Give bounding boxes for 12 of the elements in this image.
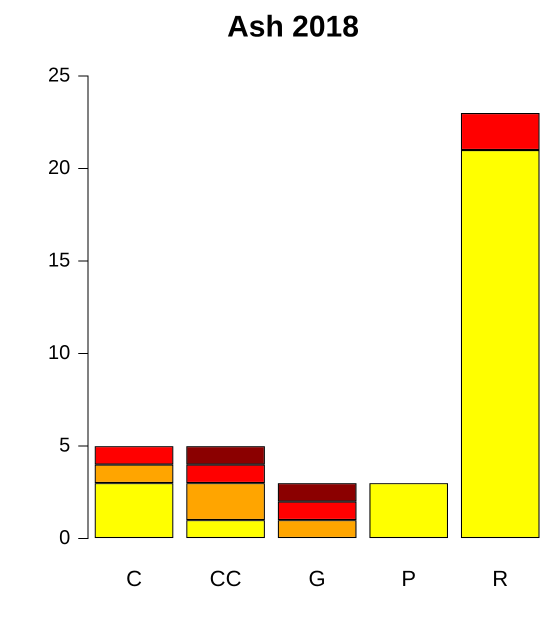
- y-tick-label: 20: [48, 157, 70, 180]
- x-tick-label: R: [492, 566, 508, 591]
- y-tick-label: 10: [48, 342, 70, 364]
- chart-title: Ash 2018: [227, 10, 359, 44]
- y-tick-label: 5: [59, 434, 70, 457]
- x-tick-label: G: [308, 566, 326, 591]
- x-tick-label: C: [126, 566, 142, 591]
- x-tick-label: P: [401, 566, 416, 591]
- y-tick-label: 0: [59, 527, 70, 550]
- y-tick-label: 25: [48, 64, 70, 87]
- x-tick-label: CC: [210, 566, 242, 591]
- y-tick-label: 15: [48, 250, 70, 272]
